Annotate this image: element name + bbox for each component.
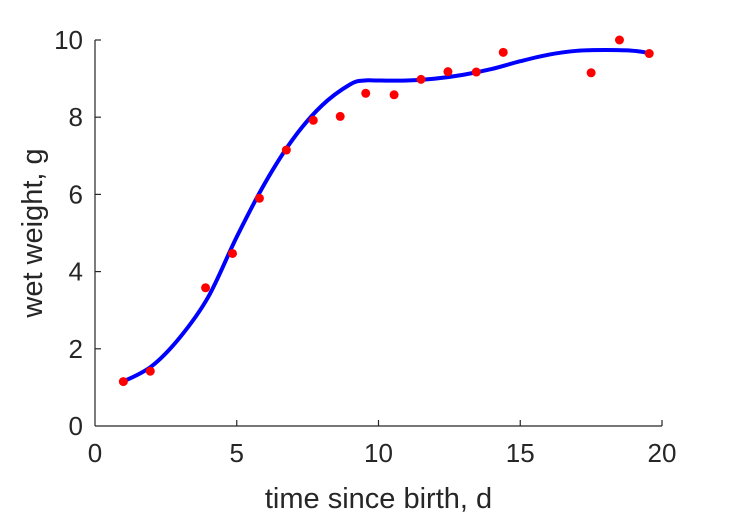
data-point: [201, 283, 211, 293]
y-tick-label: 4: [69, 257, 83, 287]
x-tick-label: 10: [364, 438, 393, 468]
x-tick-label: 0: [88, 438, 102, 468]
data-point: [361, 88, 371, 98]
x-tick-label: 20: [648, 438, 677, 468]
data-point: [335, 111, 345, 121]
data-point: [416, 74, 426, 84]
axis-labels: time since birth, d wet weight, g: [17, 148, 492, 515]
data-point: [227, 248, 237, 258]
y-tick-label: 8: [69, 102, 83, 132]
data-point: [281, 145, 291, 155]
y-tick-label: 2: [69, 334, 83, 364]
data-point: [389, 90, 399, 100]
data-point: [498, 47, 508, 57]
y-axis-label: wet weight, g: [17, 148, 49, 318]
fit-line-layer: [121, 48, 653, 384]
data-point: [586, 68, 596, 78]
data-point: [471, 67, 481, 77]
y-tick-label: 0: [69, 411, 83, 441]
x-axis-label: time since birth, d: [265, 483, 492, 515]
y-tick-label: 6: [69, 179, 83, 209]
data-point: [644, 49, 654, 59]
y-tick-label: 10: [54, 25, 83, 55]
x-tick-label: 15: [506, 438, 535, 468]
data-point: [614, 35, 624, 45]
fit-line: [121, 48, 653, 384]
data-points-layer: [118, 35, 654, 387]
data-point: [308, 115, 318, 125]
data-point: [443, 67, 453, 77]
x-tick-label: 5: [230, 438, 244, 468]
data-point: [118, 377, 128, 387]
axes: 0 5 10 15 20 0 2 4 6 8 10: [54, 25, 676, 468]
data-point: [254, 193, 264, 203]
data-point: [145, 366, 155, 376]
